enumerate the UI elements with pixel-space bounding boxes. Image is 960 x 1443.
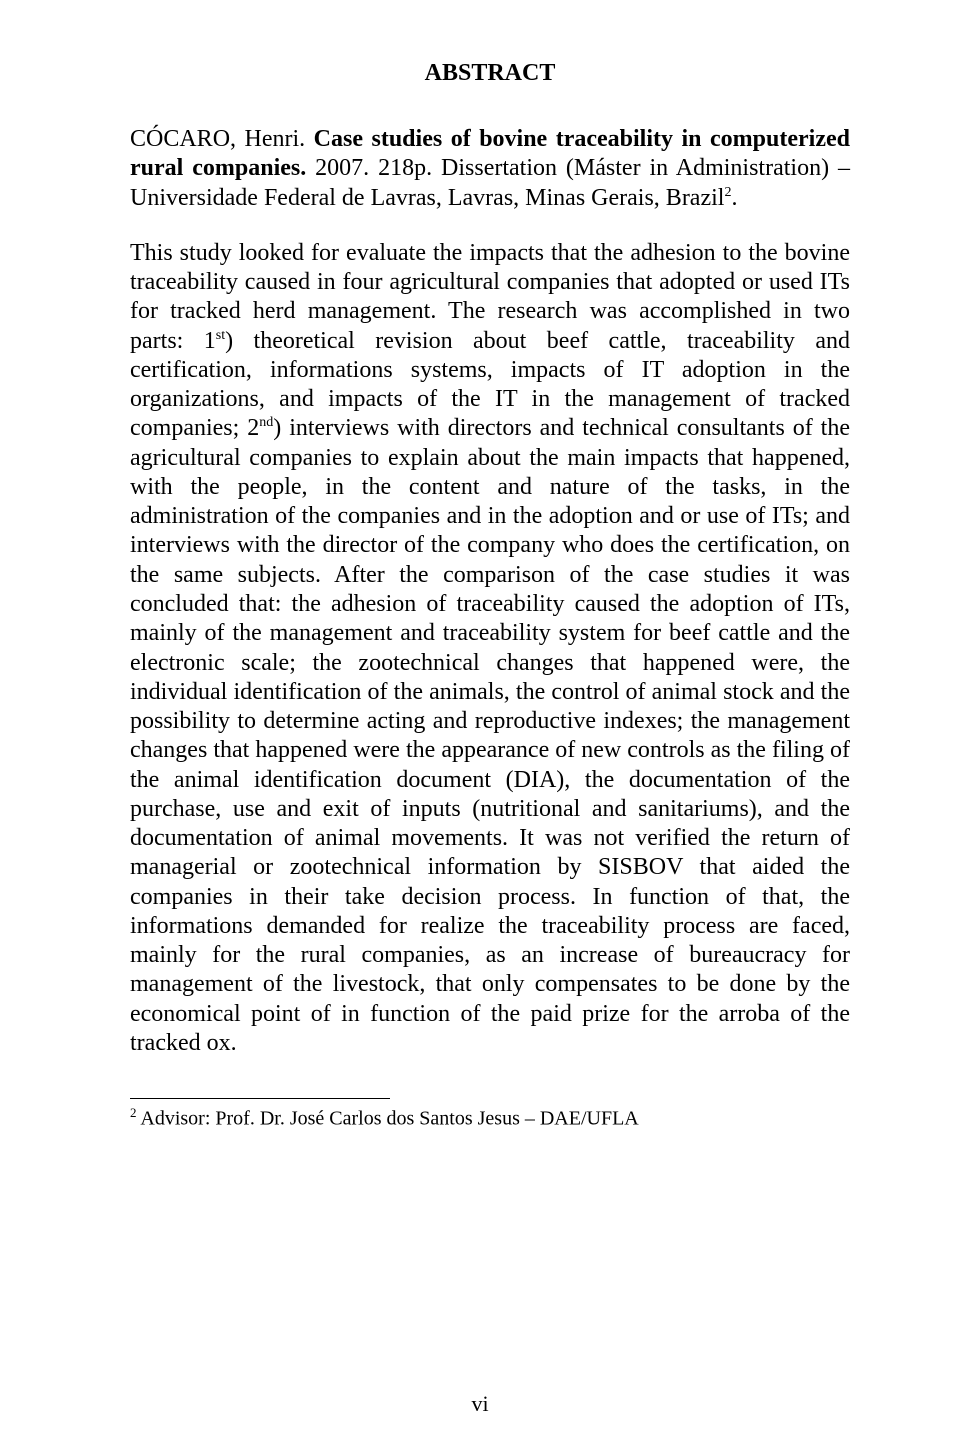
- citation-author: CÓCARO, Henri.: [130, 126, 314, 152]
- citation-period: .: [731, 185, 737, 211]
- page-container: ABSTRACT CÓCARO, Henri. Case studies of …: [0, 0, 960, 1443]
- citation-block: CÓCARO, Henri. Case studies of bovine tr…: [130, 125, 850, 213]
- abstract-heading: ABSTRACT: [130, 60, 850, 87]
- footnote-separator: [130, 1098, 390, 1099]
- footnote-text: Advisor: Prof. Dr. José Carlos dos Santo…: [137, 1108, 639, 1130]
- body-segment-3: ) interviews with directors and technica…: [130, 415, 850, 1056]
- ordinal-st: st: [216, 328, 225, 343]
- page-number: vi: [0, 1391, 960, 1417]
- abstract-body: This study looked for evaluate the impac…: [130, 239, 850, 1058]
- ordinal-nd: nd: [259, 415, 273, 430]
- footnote-block: 2 Advisor: Prof. Dr. José Carlos dos San…: [130, 1105, 850, 1132]
